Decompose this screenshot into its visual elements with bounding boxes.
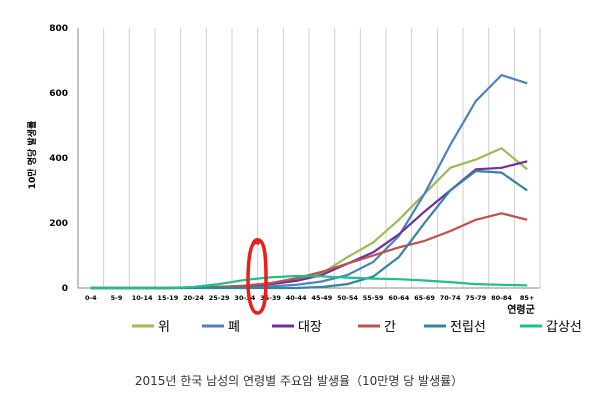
- x-tick-label: 60-64: [388, 294, 409, 302]
- x-tick-label: 65-69: [414, 294, 435, 302]
- y-tick-label: 0: [62, 284, 68, 294]
- legend-label: 간: [384, 320, 396, 335]
- x-tick-label: 30-34: [234, 294, 255, 302]
- chart-series: [90, 73, 528, 290]
- chart-grid: [77, 28, 541, 288]
- y-tick-label: 400: [49, 154, 68, 164]
- x-tick-label: 0-4: [85, 294, 97, 302]
- x-tick-label: 40-44: [286, 294, 307, 302]
- x-tick-label: 80-84: [491, 294, 512, 302]
- legend-label: 대장: [298, 320, 322, 335]
- x-tick-label: 50-54: [337, 294, 358, 302]
- x-tick-label: 20-24: [183, 294, 204, 302]
- x-tick-label: 45-49: [311, 294, 332, 302]
- x-tick-label: 70-74: [440, 294, 461, 302]
- x-tick-label: 25-29: [209, 294, 230, 302]
- x-tick-label: 55-59: [363, 294, 384, 302]
- legend-label: 갑상선: [546, 320, 582, 335]
- x-tick-label: 35-39: [260, 294, 281, 302]
- legend-label: 위: [158, 320, 170, 335]
- x-tick-label: 10-14: [132, 294, 153, 302]
- y-tick-label: 200: [49, 219, 68, 229]
- x-tick-label: 15-19: [157, 294, 178, 302]
- series-line-갑상선: [90, 274, 528, 290]
- y-tick-labels: 0 200 400 600 800: [49, 24, 68, 294]
- chart-legend: 위 폐 대장 간 전립선 갑상선: [132, 320, 582, 335]
- red-circle-annotation: [246, 238, 268, 315]
- x-tick-label: 75-79: [465, 294, 486, 302]
- y-tick-label: 800: [49, 24, 68, 34]
- x-tick-label: 85+: [520, 294, 535, 302]
- legend-label: 전립선: [450, 320, 486, 335]
- figure-caption: 2015년 한국 남성의 연령별 주요암 발생율（10만명 당 발생률）: [134, 374, 464, 388]
- y-axis-label: 10만 명당 발생률: [26, 121, 38, 189]
- x-axis-label: 연령군: [507, 303, 535, 316]
- legend-label: 폐: [228, 320, 240, 335]
- x-tick-labels: 0-4 5-9 10-14 15-19 20-24 25-29 30-34 35-39 40-4…: [85, 294, 534, 302]
- y-tick-label: 600: [49, 89, 68, 99]
- x-tick-label: 5-9: [111, 294, 123, 302]
